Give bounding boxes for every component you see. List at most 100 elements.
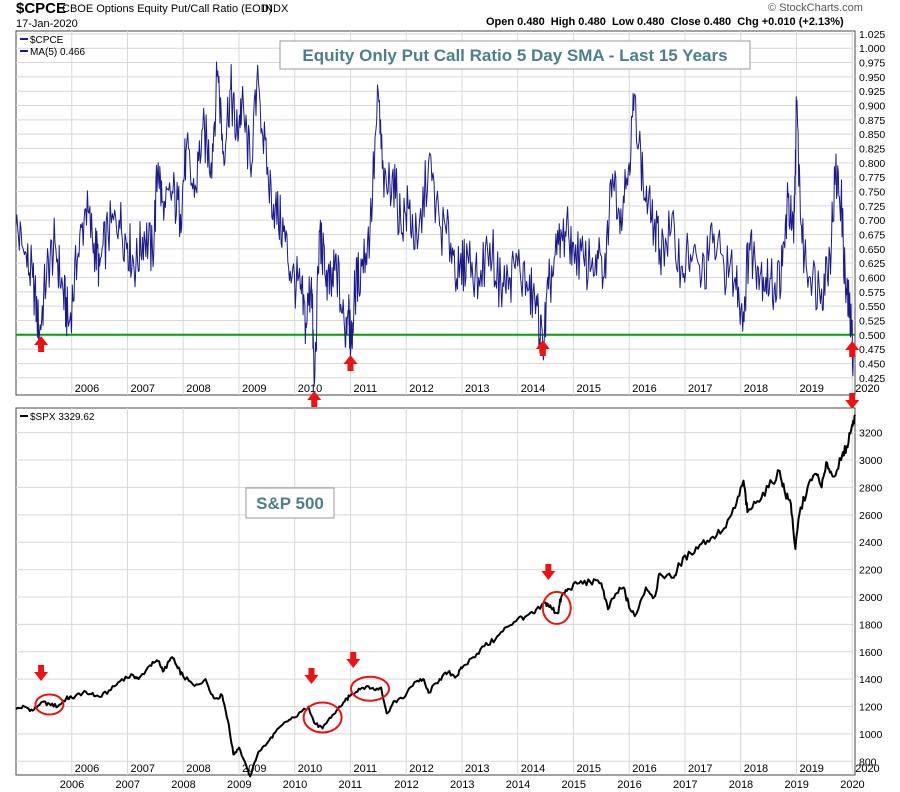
- y-tick-label: 0.925: [859, 86, 885, 98]
- up-arrow-marker: [307, 391, 322, 407]
- x-tick-label-top: 2017: [688, 383, 712, 395]
- x-tick-label-bottom: 2012: [409, 763, 433, 775]
- x-tick-label-top: 2012: [409, 383, 433, 395]
- x-tick-label-bottom: 2017: [688, 763, 712, 775]
- x-tick-label-bottom: 2015: [576, 763, 600, 775]
- y-tick-label: 1.000: [859, 43, 885, 55]
- y-tick-label: 0.425: [859, 373, 885, 385]
- highlight-circle: [349, 675, 390, 702]
- x-tick-label-bottom: 2014: [521, 763, 545, 775]
- highlight-circle: [302, 701, 343, 734]
- chart-title-box-bottom: S&P 500: [245, 487, 335, 519]
- x-tick-label-top: 2006: [75, 383, 99, 395]
- x-tick-label-top: 2013: [465, 383, 489, 395]
- x-axis-label-bottom: 2010: [283, 779, 307, 791]
- x-tick-label-bottom: 2018: [744, 763, 768, 775]
- y-tick-label: 1400: [859, 674, 883, 686]
- x-tick-label-top: 2008: [186, 383, 210, 395]
- x-axis-label-bottom: 2015: [561, 779, 585, 791]
- quote-summary: Open 0.480 High 0.480 Low 0.480 Close 0.…: [486, 16, 844, 28]
- down-arrow-marker: [346, 652, 361, 668]
- y-tick-label: 0.875: [859, 115, 885, 127]
- x-tick-label-top: 2019: [799, 383, 823, 395]
- y-tick-label: 800: [859, 756, 877, 768]
- y-tick-label: 0.475: [859, 344, 885, 356]
- y-tick-label: 1.025: [859, 29, 885, 41]
- y-tick-label: 0.950: [859, 72, 885, 84]
- y-tick-label: 1600: [859, 647, 883, 659]
- x-tick-label-bottom: 2010: [298, 763, 322, 775]
- y-tick-label: 2600: [859, 510, 883, 522]
- exchange-label: INDX: [262, 3, 289, 15]
- legend-entry: MA(5) 0.466: [30, 47, 85, 58]
- x-tick-label-top: 2007: [130, 383, 154, 395]
- x-tick-label-top: 2009: [242, 383, 266, 395]
- chart-title-bottom: S&P 500: [256, 494, 324, 513]
- chart-title-box-top: Equity Only Put Call Ratio 5 Day SMA - L…: [279, 40, 751, 70]
- y-tick-label: 0.725: [859, 201, 885, 213]
- y-tick-label: 0.850: [859, 129, 885, 141]
- x-tick-label-top: 2011: [353, 383, 377, 395]
- y-tick-label: 2800: [859, 482, 883, 494]
- y-tick-label: 0.450: [859, 358, 885, 370]
- x-axis-label-bottom: 2014: [506, 779, 530, 791]
- y-tick-label: 0.975: [859, 58, 885, 70]
- y-tick-label: 0.775: [859, 172, 885, 184]
- x-tick-label-top: 2020: [855, 383, 879, 395]
- chart-title-top: Equity Only Put Call Ratio 5 Day SMA - L…: [302, 46, 727, 65]
- x-axis-label-bottom: 2020: [840, 779, 864, 791]
- up-arrow-marker: [845, 341, 860, 357]
- x-tick-label-bottom: 2016: [632, 763, 656, 775]
- y-tick-label: 0.750: [859, 187, 885, 199]
- series-line-top: [15, 61, 854, 387]
- x-axis-label-bottom: 2007: [115, 779, 139, 791]
- watermark: © StockCharts.com: [768, 2, 863, 14]
- x-tick-label-top: 2016: [632, 383, 656, 395]
- y-tick-label: 3200: [859, 428, 883, 440]
- y-tick-label: 2000: [859, 592, 883, 604]
- y-tick-label: 0.575: [859, 287, 885, 299]
- y-tick-label: 1800: [859, 619, 883, 631]
- x-axis-label-bottom: 2009: [227, 779, 251, 791]
- series-line-bottom: [15, 414, 856, 778]
- x-axis-label-bottom: 2018: [729, 779, 753, 791]
- y-tick-label: 2400: [859, 537, 883, 549]
- x-tick-label-bottom: 2011: [353, 763, 377, 775]
- title-box-bg: [279, 40, 751, 70]
- quote-date: 17-Jan-2020: [16, 18, 78, 30]
- x-tick-label-top: 2015: [576, 383, 600, 395]
- down-arrow-marker: [34, 665, 49, 681]
- highlight-circle: [34, 693, 65, 716]
- x-tick-label-bottom: 2019: [799, 763, 823, 775]
- panel-frame-bottom: [15, 407, 856, 776]
- down-arrow-marker: [845, 393, 860, 409]
- down-arrow-marker: [541, 564, 556, 580]
- symbol-title: $CPCE: [16, 0, 67, 17]
- x-tick-label-bottom: 2007: [130, 763, 154, 775]
- y-tick-label: 2200: [859, 565, 883, 577]
- x-tick-label-bottom: 2013: [465, 763, 489, 775]
- symbol-description: CBOE Options Equity Put/Call Ratio (EOD): [62, 3, 273, 15]
- x-axis-label-bottom: 2017: [673, 779, 697, 791]
- y-tick-label: 0.525: [859, 315, 885, 327]
- up-arrow-marker: [34, 336, 49, 352]
- legend-entry: $SPX 3329.62: [30, 412, 95, 423]
- highlight-circle: [541, 590, 572, 625]
- x-axis-label-bottom: 2013: [450, 779, 474, 791]
- x-axis-label-bottom: 2011: [338, 779, 362, 791]
- y-tick-label: 0.650: [859, 244, 885, 256]
- y-tick-label: 0.550: [859, 301, 885, 313]
- y-tick-label: 0.800: [859, 158, 885, 170]
- x-tick-label-top: 2018: [744, 383, 768, 395]
- y-tick-label: 0.700: [859, 215, 885, 227]
- legend-entry: $CPCE: [30, 35, 64, 46]
- x-tick-label-top: 2014: [521, 383, 545, 395]
- x-tick-label-top: 2010: [298, 383, 322, 395]
- up-arrow-marker: [535, 340, 550, 356]
- x-axis-label-bottom: 2012: [394, 779, 418, 791]
- up-arrow-marker: [343, 355, 358, 371]
- down-arrow-marker: [304, 668, 319, 684]
- y-tick-label: 0.625: [859, 258, 885, 270]
- x-tick-label-bottom: 2006: [75, 763, 99, 775]
- x-tick-label-bottom: 2008: [186, 763, 210, 775]
